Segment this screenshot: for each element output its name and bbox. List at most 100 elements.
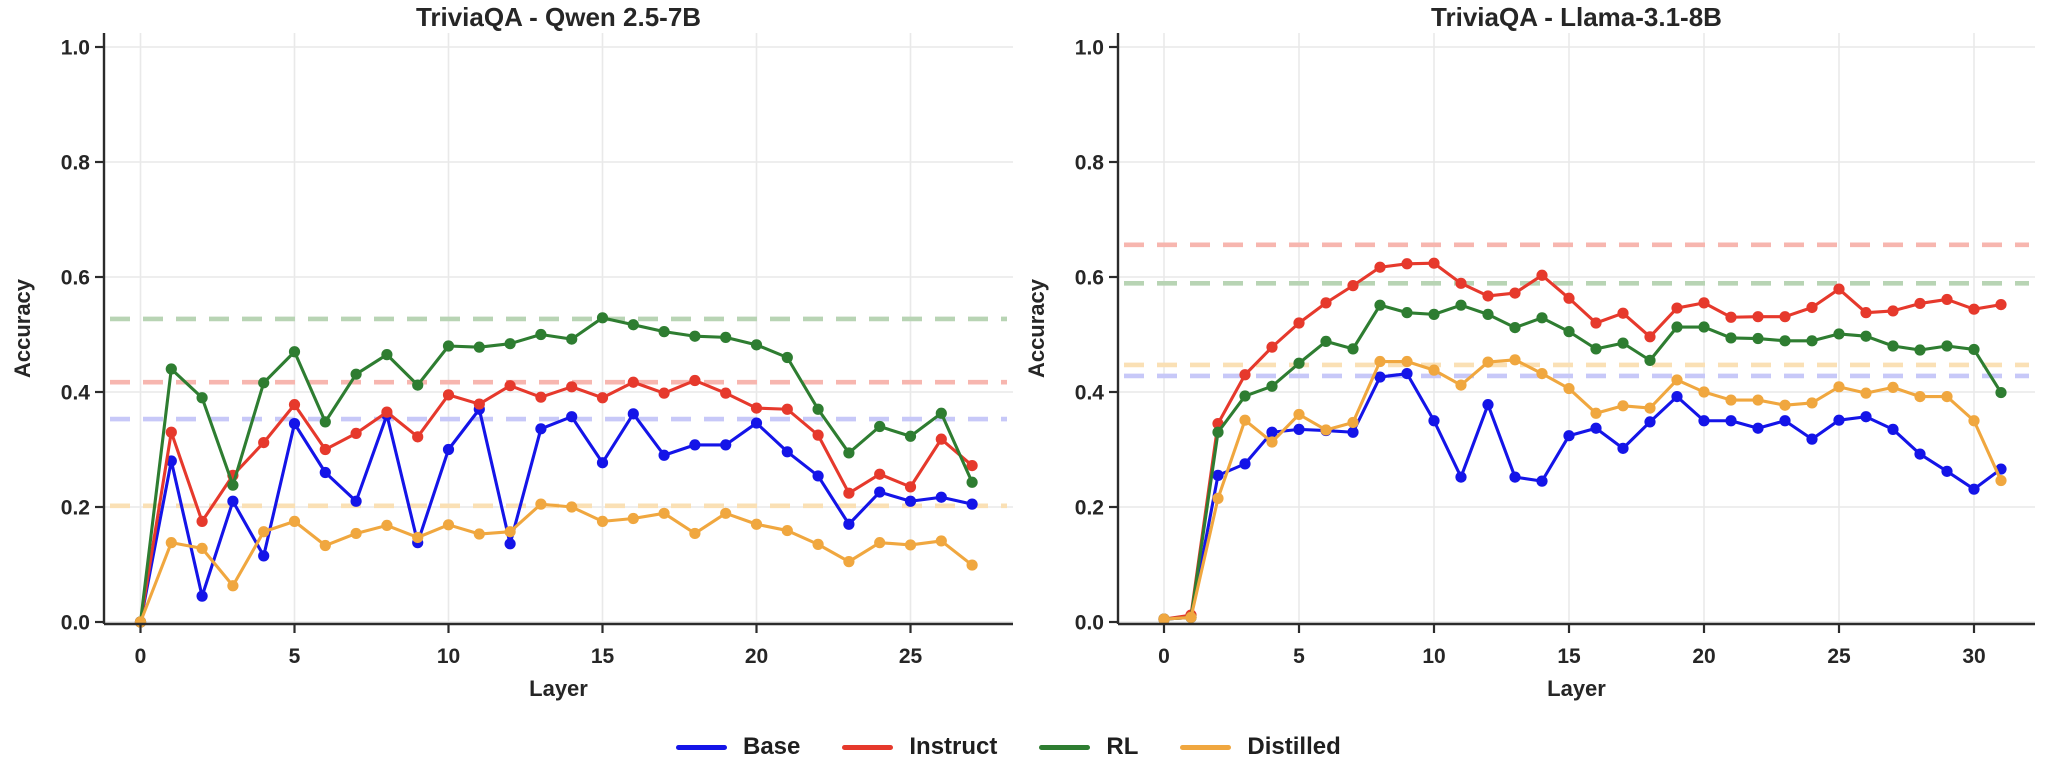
series-line-rl [1162, 303, 2003, 621]
marker-distilled [1563, 382, 1575, 395]
marker-base [1698, 415, 1710, 427]
y-tick-label: 0.6 [61, 267, 90, 290]
marker-distilled [288, 515, 301, 527]
x-tick-label: 10 [437, 645, 460, 668]
marker-rl [1212, 426, 1224, 438]
marker-base [812, 470, 824, 482]
y-tick-label: 0.0 [61, 612, 90, 635]
marker-instruct [350, 427, 362, 439]
marker-base [1212, 469, 1224, 481]
marker-rl [1698, 321, 1710, 333]
marker-distilled [1158, 613, 1170, 625]
marker-instruct [1266, 341, 1278, 353]
marker-instruct [504, 380, 516, 392]
legend-item-rl: RL [1039, 733, 1138, 761]
marker-rl [1536, 312, 1548, 324]
x-tick-label: 30 [1962, 645, 1985, 668]
x-tick-label: 10 [1422, 645, 1445, 668]
marker-base [689, 439, 701, 451]
marker-distilled [843, 556, 855, 568]
marker-distilled [689, 527, 701, 540]
marker-distilled [227, 580, 239, 592]
marker-rl [935, 407, 947, 419]
x-tick-label: 5 [1293, 645, 1305, 668]
y-tick-label: 0.8 [61, 152, 91, 175]
marker-instruct [566, 381, 578, 393]
marker-rl [689, 330, 701, 342]
legend-swatch-base [676, 744, 727, 750]
legend-label-instruct: Instruct [909, 733, 998, 760]
marker-instruct [966, 460, 978, 472]
marker-instruct [1752, 311, 1764, 323]
x-tick-label: 15 [591, 645, 615, 668]
marker-rl [904, 430, 917, 442]
marker-distilled [627, 512, 639, 525]
marker-distilled [1374, 355, 1386, 368]
marker-rl [1239, 390, 1251, 402]
marker-distilled [1887, 381, 1899, 393]
marker-rl [1563, 326, 1575, 338]
marker-rl [473, 341, 485, 353]
marker-rl [658, 326, 670, 338]
marker-base [627, 408, 639, 420]
marker-instruct [781, 403, 793, 415]
marker-instruct [1806, 301, 1818, 314]
marker-rl [1401, 307, 1413, 319]
marker-rl [1482, 308, 1494, 320]
chart-legend: Base Instruct RL Distilled [676, 733, 1341, 761]
marker-distilled [535, 498, 547, 510]
marker-distilled [1293, 408, 1305, 421]
marker-base [1509, 471, 1521, 483]
marker-base [1833, 414, 1845, 426]
marker-rl [165, 363, 177, 375]
marker-instruct [1320, 297, 1332, 309]
marker-rl [596, 312, 609, 324]
marker-rl [350, 368, 362, 380]
marker-base [258, 550, 270, 562]
marker-rl [1590, 343, 1602, 355]
marker-distilled [781, 524, 793, 537]
marker-rl [1671, 321, 1683, 333]
marker-rl [1752, 332, 1764, 345]
marker-rl [1887, 340, 1899, 352]
legend-label-base: Base [743, 733, 801, 760]
marker-base [1266, 426, 1278, 438]
marker-base [658, 449, 670, 461]
legend-swatch-distilled [1180, 744, 1232, 750]
marker-rl [196, 392, 208, 404]
legend-label-distilled: Distilled [1247, 733, 1341, 760]
marker-instruct [1455, 277, 1467, 289]
y-tick-label: 1.0 [61, 37, 90, 60]
marker-distilled [165, 537, 177, 549]
marker-instruct [1590, 317, 1602, 329]
marker-base [1482, 399, 1494, 411]
marker-base [350, 495, 362, 507]
marker-base [843, 518, 855, 530]
x-tick-label: 0 [135, 645, 147, 668]
y-tick-label: 0.8 [1075, 152, 1105, 175]
marker-base [874, 486, 886, 498]
marker-distilled [1212, 492, 1224, 504]
marker-base [1617, 442, 1629, 454]
marker-distilled [566, 501, 578, 513]
legend-label-rl: RL [1106, 733, 1139, 760]
marker-base [1374, 371, 1386, 383]
marker-base [1779, 415, 1791, 427]
marker-base [504, 538, 516, 550]
marker-base [966, 498, 978, 510]
marker-instruct [1968, 303, 1980, 315]
marker-distilled [1698, 386, 1710, 398]
marker-distilled [935, 535, 947, 547]
marker-distilled [412, 531, 424, 544]
chart-title: TriviaQA - Llama-3.1-8B [1431, 2, 1722, 32]
x-axis-label: Layer [529, 676, 588, 701]
legend-item-distilled: Distilled [1180, 733, 1341, 761]
marker-base [442, 443, 455, 456]
marker-distilled [812, 538, 824, 550]
marker-rl [412, 379, 424, 391]
marker-instruct [1482, 290, 1494, 302]
series-line-base [138, 407, 974, 624]
marker-rl [1509, 322, 1521, 334]
